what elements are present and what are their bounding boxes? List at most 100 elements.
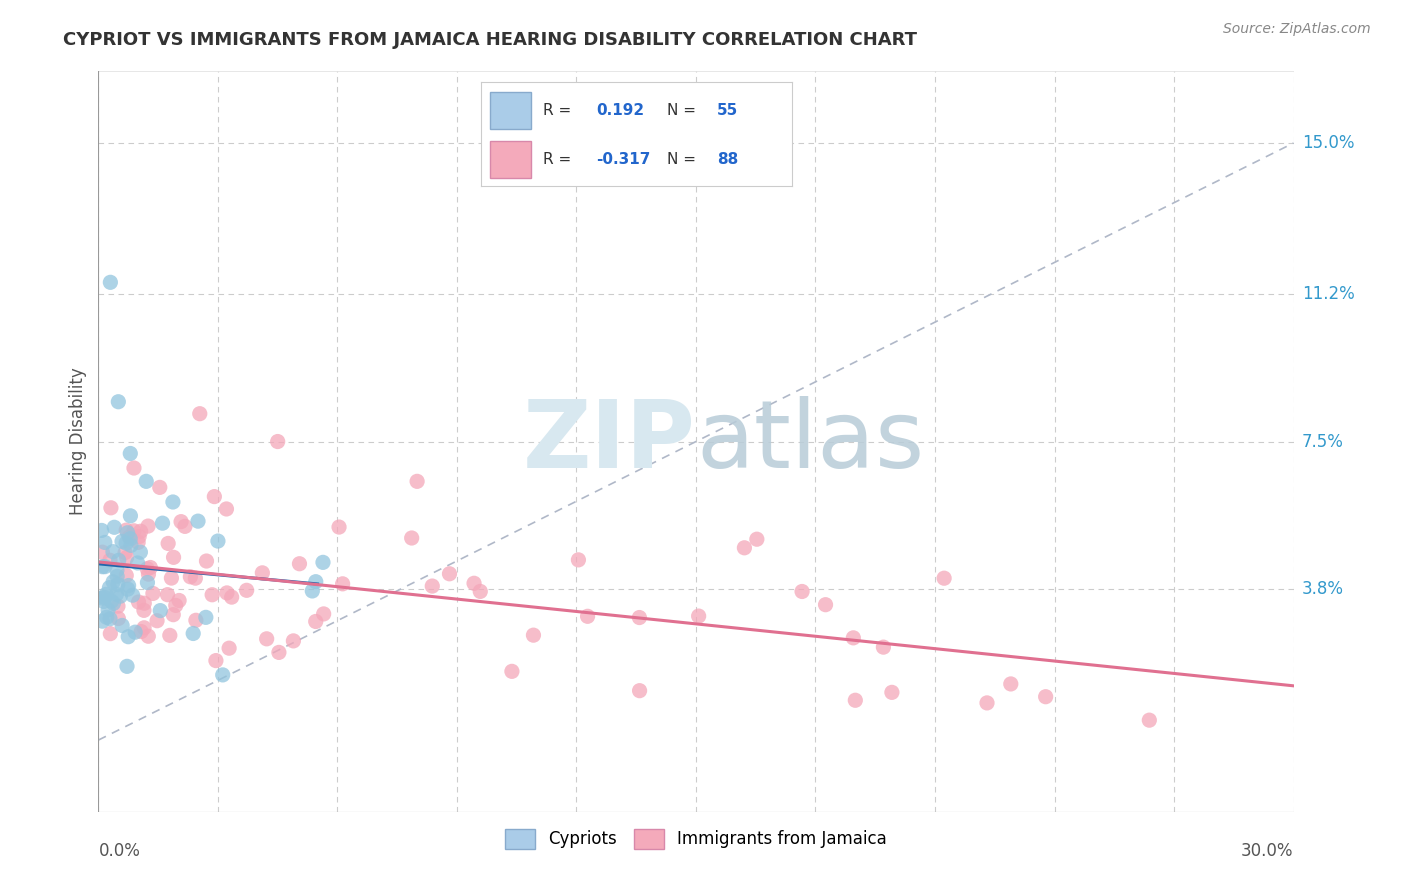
Point bbox=[628, 610, 651, 624]
Point bbox=[101, 574, 124, 589]
Point bbox=[98, 553, 121, 567]
Point bbox=[880, 685, 903, 699]
Point bbox=[790, 584, 813, 599]
Point bbox=[187, 514, 209, 528]
Point bbox=[181, 626, 204, 640]
Point bbox=[201, 588, 224, 602]
Point bbox=[160, 571, 183, 585]
Point bbox=[1000, 677, 1022, 691]
Point bbox=[97, 603, 120, 617]
Point bbox=[136, 629, 159, 643]
Point bbox=[105, 563, 128, 577]
Point bbox=[98, 626, 121, 640]
Point bbox=[146, 614, 169, 628]
Y-axis label: Hearing Disability: Hearing Disability bbox=[69, 368, 87, 516]
Point bbox=[101, 544, 124, 558]
Point bbox=[117, 582, 139, 596]
Point bbox=[98, 581, 121, 595]
Point bbox=[107, 394, 129, 409]
Point bbox=[136, 562, 159, 576]
Point bbox=[844, 693, 866, 707]
Point bbox=[174, 519, 197, 533]
Text: 11.2%: 11.2% bbox=[1302, 285, 1354, 303]
Point bbox=[115, 659, 138, 673]
Point bbox=[142, 586, 165, 600]
Point bbox=[128, 595, 150, 609]
Text: 3.8%: 3.8% bbox=[1302, 580, 1344, 598]
Point bbox=[98, 612, 121, 626]
Point bbox=[120, 446, 142, 460]
Point bbox=[288, 557, 311, 571]
Point bbox=[94, 559, 117, 574]
Point bbox=[522, 628, 544, 642]
Point bbox=[872, 640, 894, 654]
Point bbox=[121, 588, 143, 602]
Point bbox=[745, 532, 768, 546]
Point bbox=[312, 555, 335, 569]
Text: ZIP: ZIP bbox=[523, 395, 696, 488]
Point bbox=[149, 480, 172, 494]
Point bbox=[420, 579, 443, 593]
Point bbox=[401, 531, 423, 545]
Text: CYPRIOT VS IMMIGRANTS FROM JAMAICA HEARING DISABILITY CORRELATION CHART: CYPRIOT VS IMMIGRANTS FROM JAMAICA HEARI… bbox=[63, 31, 917, 49]
Point bbox=[211, 668, 233, 682]
Point bbox=[103, 596, 125, 610]
Point bbox=[93, 594, 115, 608]
Point bbox=[107, 611, 129, 625]
Point bbox=[184, 613, 207, 627]
Text: atlas: atlas bbox=[696, 395, 924, 488]
Point bbox=[188, 407, 211, 421]
Point bbox=[107, 577, 129, 591]
Point bbox=[118, 530, 141, 544]
Point bbox=[179, 570, 201, 584]
Point bbox=[129, 524, 152, 539]
Point bbox=[98, 276, 122, 290]
Point bbox=[138, 567, 160, 582]
Point bbox=[149, 604, 172, 618]
Point bbox=[91, 559, 114, 574]
Point bbox=[218, 641, 240, 656]
Legend: Cypriots, Immigrants from Jamaica: Cypriots, Immigrants from Jamaica bbox=[498, 822, 894, 855]
Point bbox=[124, 625, 146, 640]
Point bbox=[215, 502, 238, 516]
Point bbox=[136, 519, 159, 533]
Point bbox=[107, 553, 129, 567]
Point bbox=[439, 566, 461, 581]
Point bbox=[127, 535, 149, 549]
Point bbox=[103, 520, 125, 534]
Point bbox=[207, 534, 229, 549]
Point bbox=[162, 495, 184, 509]
Point bbox=[135, 475, 157, 489]
Point bbox=[328, 520, 350, 534]
Point bbox=[134, 596, 156, 610]
Point bbox=[256, 632, 278, 646]
Point bbox=[114, 545, 136, 559]
Point bbox=[107, 599, 129, 614]
Point bbox=[100, 500, 122, 515]
Point bbox=[252, 566, 274, 580]
Point bbox=[91, 591, 114, 606]
Point bbox=[136, 575, 159, 590]
Point bbox=[305, 615, 328, 629]
Point bbox=[628, 683, 651, 698]
Point bbox=[139, 560, 162, 574]
Point bbox=[688, 609, 710, 624]
Point bbox=[162, 607, 184, 622]
Point bbox=[470, 584, 492, 599]
Point bbox=[96, 610, 118, 624]
Point bbox=[194, 610, 217, 624]
Point bbox=[94, 587, 117, 601]
Text: 15.0%: 15.0% bbox=[1302, 134, 1354, 152]
Point bbox=[842, 631, 865, 645]
Point bbox=[91, 614, 114, 628]
Point bbox=[152, 516, 174, 531]
Point bbox=[305, 574, 328, 589]
Point bbox=[100, 594, 122, 608]
Point bbox=[267, 645, 290, 659]
Point bbox=[733, 541, 755, 555]
Point bbox=[94, 535, 117, 549]
Point bbox=[1035, 690, 1057, 704]
Point bbox=[195, 554, 218, 568]
Point bbox=[105, 587, 128, 601]
Point bbox=[120, 538, 142, 552]
